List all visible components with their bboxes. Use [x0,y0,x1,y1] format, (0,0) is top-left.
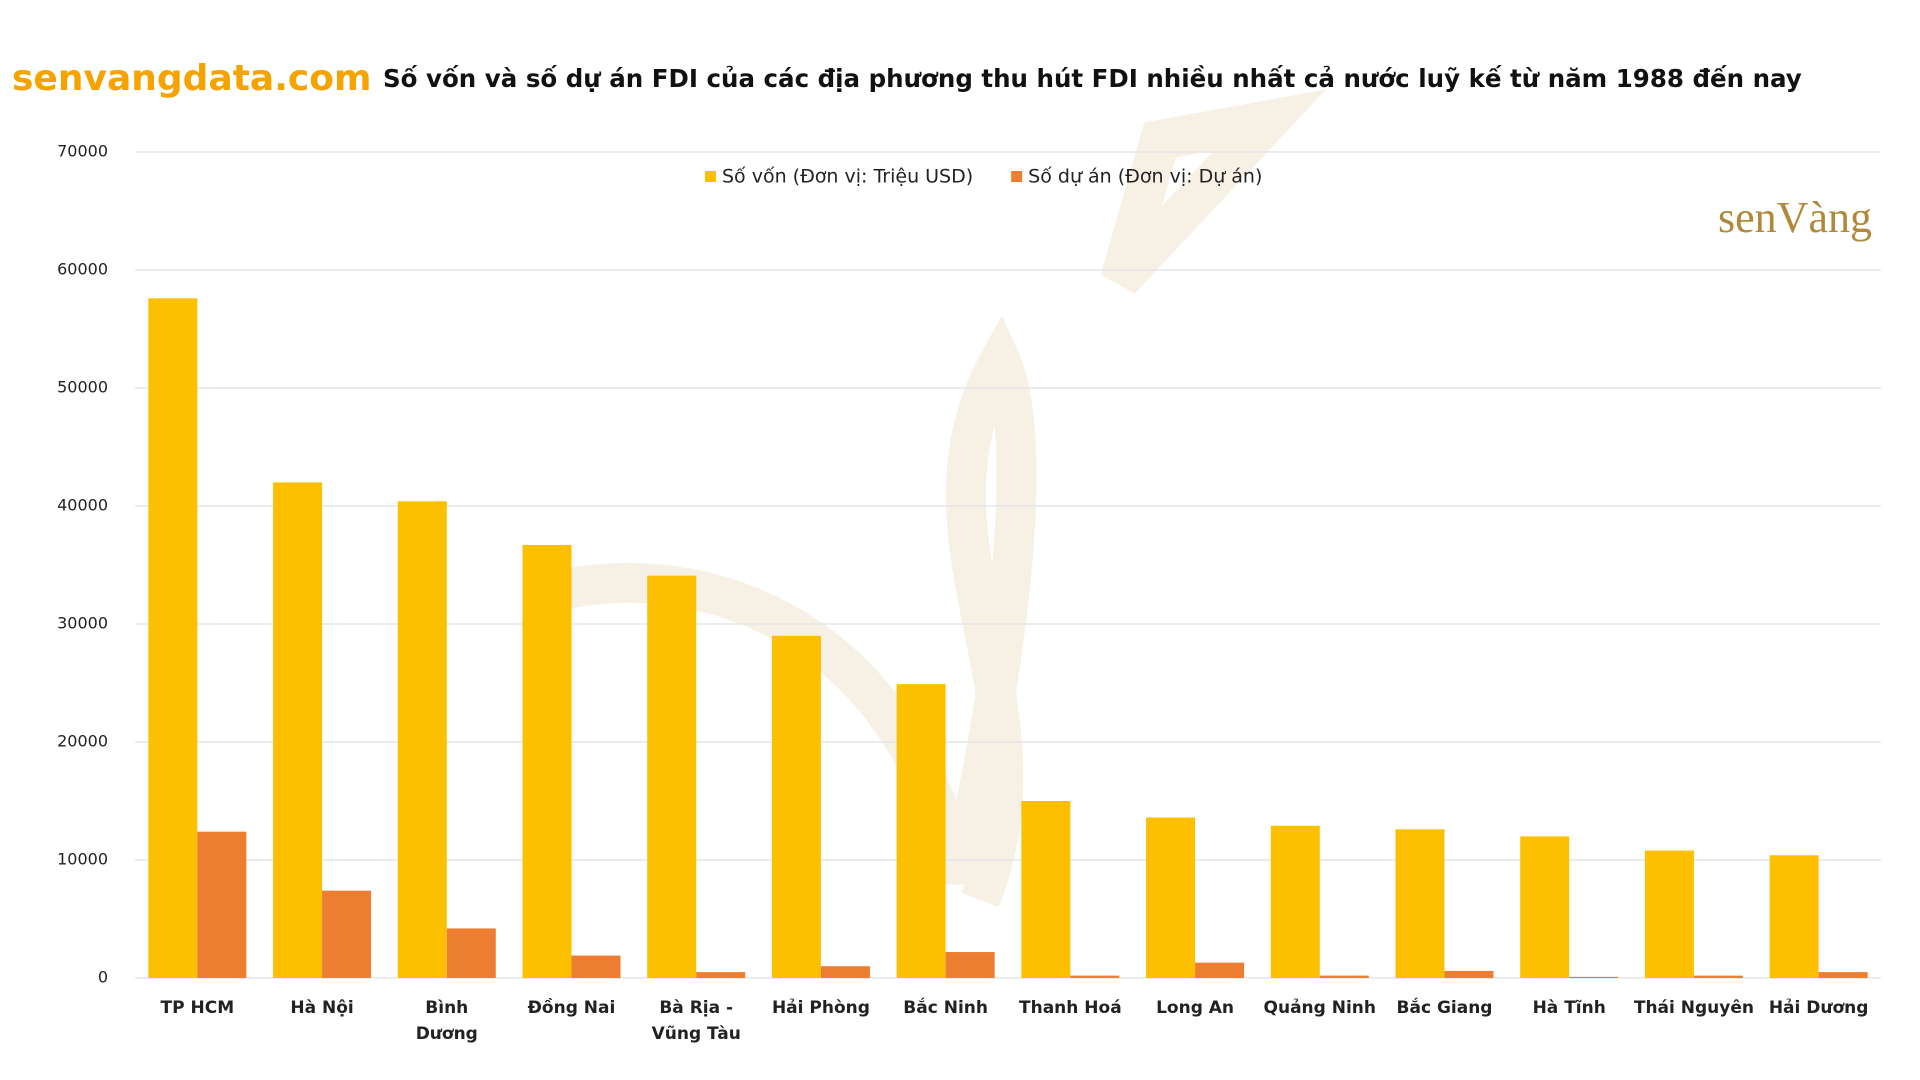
label-line: Vũng Tàu [652,1024,741,1044]
bar [1444,970,1494,978]
x-tick-label: Hà Nội [290,998,353,1018]
bar [446,928,496,978]
bar [322,890,372,978]
legend-label: Số vốn (Đơn vị: Triệu USD) [722,166,973,188]
bar [820,966,870,978]
bar [1395,829,1445,978]
legend-swatch [705,171,716,182]
bar [1693,975,1743,978]
bar [647,575,697,978]
x-tick-label: Hải Phòng [772,998,870,1018]
label-line: Dương [416,1024,478,1044]
x-tick-label: Thái Nguyên [1634,998,1754,1018]
x-tick-label: TP HCM [161,998,235,1018]
bar [1818,972,1868,978]
bar [273,482,323,978]
bar [1146,817,1196,978]
bar [1569,976,1619,978]
y-tick-label: 0 [98,968,108,987]
x-tick-label: Hải Dương [1769,998,1869,1018]
y-tick-label: 40000 [57,496,108,515]
watermark [555,89,1327,908]
bar [571,955,621,978]
bar [197,831,247,978]
site-name: senvangdata.com [12,58,371,99]
bar [945,952,995,978]
x-tick-label: Thanh Hoá [1019,998,1122,1018]
x-tick-label: Bà Rịa - Vũng Tàu [652,998,741,1044]
bar [1319,975,1369,978]
bar [1270,825,1320,978]
x-tick-label: Bắc Giang [1397,997,1493,1018]
bar [696,972,746,978]
bar [522,544,572,978]
x-tick-label: Đồng Nai [528,997,616,1018]
bar [1769,855,1819,978]
bar [397,501,447,978]
bar [1644,850,1694,978]
bar [148,298,198,978]
legend-label: Số dự án (Đơn vị: Dự án) [1028,166,1262,188]
y-tick-label: 50000 [57,378,108,397]
x-tick-label: Quảng Ninh [1264,998,1376,1018]
y-tick-label: 70000 [57,142,108,161]
x-tick-label: Bình Dương [416,998,478,1044]
chart-title: Số vốn và số dự án FDI của các địa phươn… [383,64,1802,93]
bar [1070,975,1120,978]
label-line: Bà Rịa - [659,998,733,1018]
logo: senVàng [1718,193,1872,242]
bar [771,635,821,978]
label-line: Bình [425,998,468,1018]
bar [1520,836,1570,978]
legend-swatch [1011,171,1023,182]
bar [896,684,946,978]
y-tick-label: 20000 [57,732,108,751]
y-tick-label: 60000 [57,260,108,279]
x-tick-label: Long An [1156,998,1234,1018]
x-tick-label: Hà Tĩnh [1533,998,1606,1018]
y-tick-label: 30000 [57,614,108,633]
x-tick-label: Bắc Ninh [903,997,988,1018]
bar [1021,801,1071,978]
y-tick-label: 10000 [57,850,108,869]
bar [1195,962,1245,978]
